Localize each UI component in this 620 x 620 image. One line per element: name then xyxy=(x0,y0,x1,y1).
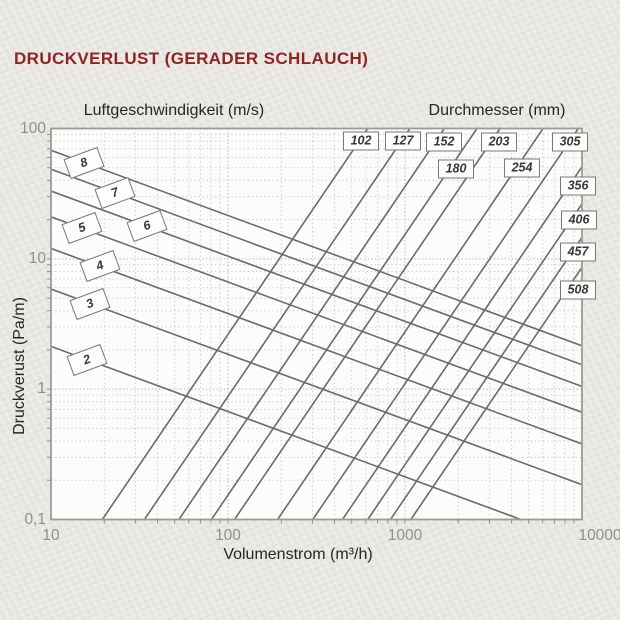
diameter-line-508 xyxy=(410,267,582,519)
plot-border xyxy=(50,127,583,521)
grid xyxy=(51,128,582,520)
diameter-line-406 xyxy=(367,203,582,519)
velocity-group-title: Luftgeschwindigkeit (m/s) xyxy=(83,102,265,119)
diameter-line-102 xyxy=(101,129,369,519)
velocity-line-4 xyxy=(51,247,582,445)
diameter-group-title: Durchmesser (mm) xyxy=(428,102,566,119)
velocity-line-5 xyxy=(51,216,582,413)
velocity-line-3 xyxy=(51,288,582,486)
page-title: DRUCKVERLUST (GERADER SCHLAUCH) xyxy=(14,49,369,68)
velocity-line-8 xyxy=(51,149,582,347)
diameter-line-457 xyxy=(390,237,582,519)
diameter-line-203 xyxy=(234,129,501,519)
data-lines xyxy=(51,129,582,519)
diameter-line-305 xyxy=(312,129,579,519)
diameter-line-180 xyxy=(210,129,478,519)
diameter-line-152 xyxy=(178,129,445,519)
diameter-line-356 xyxy=(342,166,582,519)
diameter-line-127 xyxy=(143,129,411,519)
x-axis-title: Volumenstrom (m³/h) xyxy=(223,546,373,563)
plot-background xyxy=(51,128,582,520)
diameter-line-254 xyxy=(277,129,544,519)
velocity-line-2 xyxy=(51,345,522,519)
